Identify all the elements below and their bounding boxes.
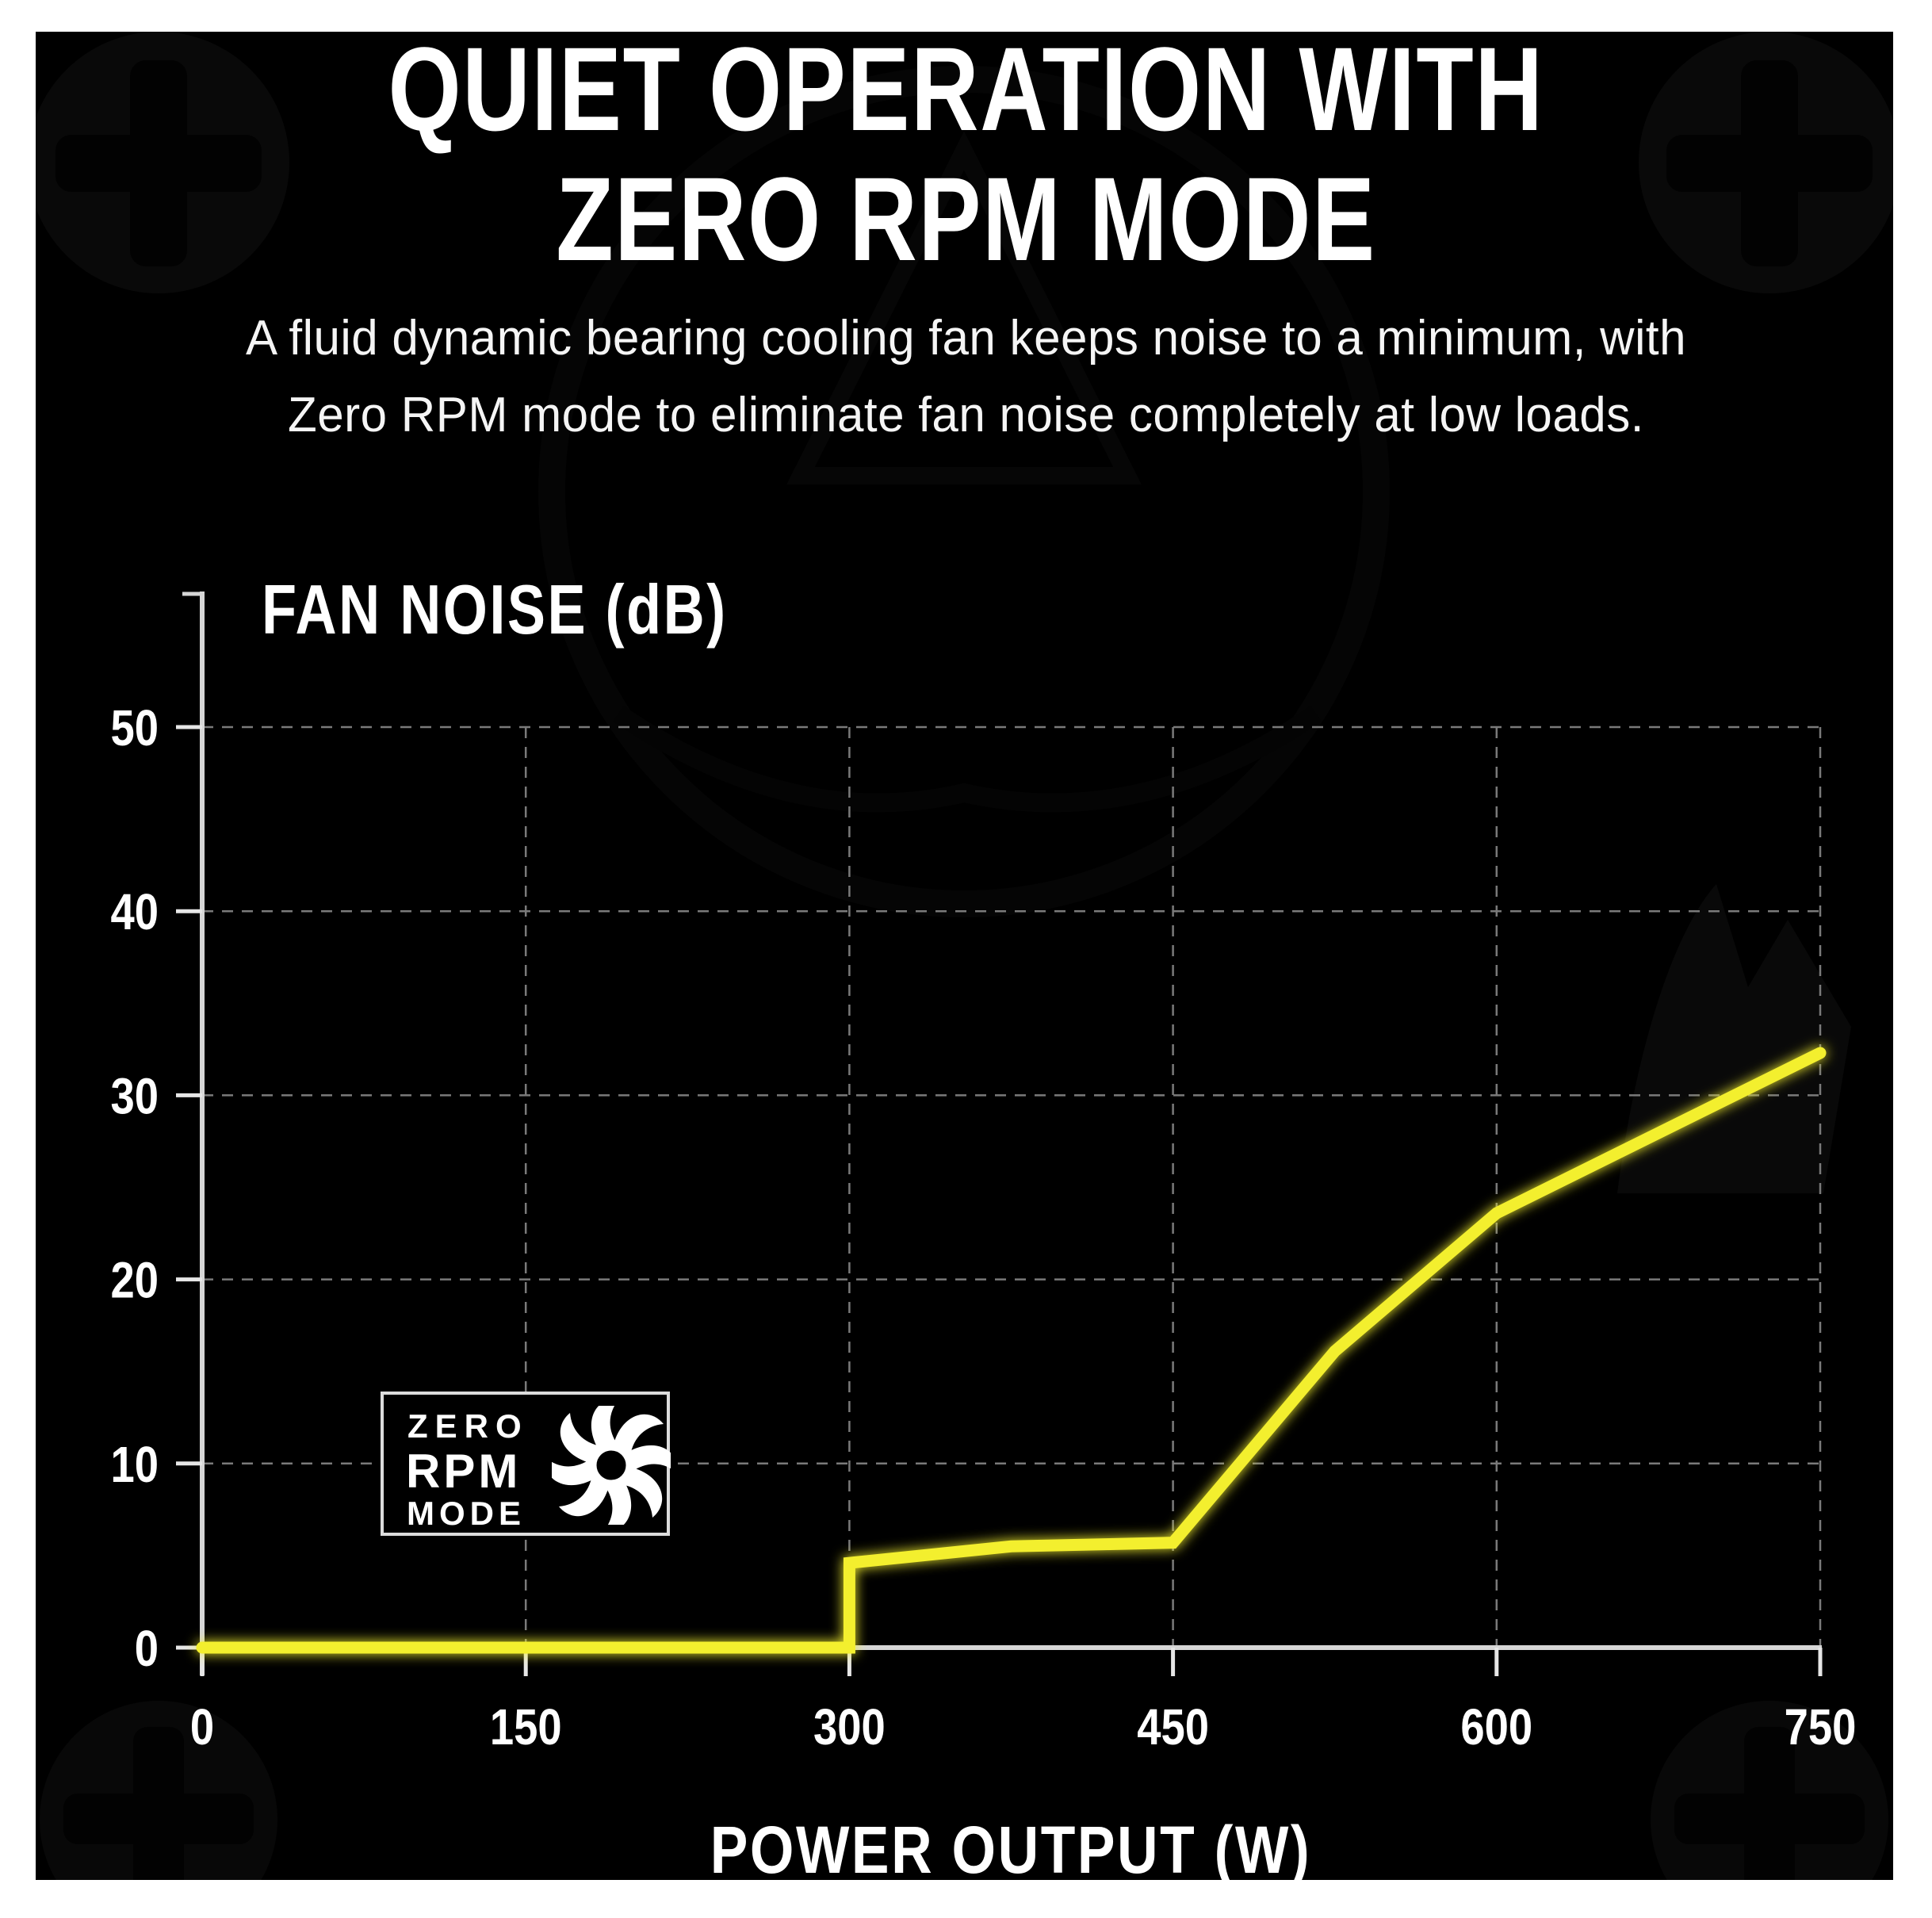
fan-blade	[621, 1468, 663, 1518]
x-tick-label: 600	[1460, 1698, 1532, 1755]
y-tick-label: 10	[111, 1436, 159, 1493]
y-tick-label: 30	[111, 1067, 159, 1124]
fan-blade	[560, 1413, 602, 1462]
svg-text:300: 300	[813, 1698, 886, 1755]
svg-text:0: 0	[190, 1698, 214, 1755]
fan-blade	[630, 1445, 671, 1473]
y-tick-label: 40	[111, 883, 159, 940]
x-axis-title: POWER OUTPUT (W)	[710, 1812, 1312, 1887]
y-axis-title: FAN NOISE (dB)	[262, 571, 728, 649]
svg-text:750: 750	[1785, 1698, 1857, 1755]
y-tick-label: 20	[111, 1251, 159, 1308]
svg-text:FAN NOISE (dB): FAN NOISE (dB)	[262, 571, 728, 649]
svg-text:0: 0	[135, 1620, 159, 1677]
svg-text:10: 10	[111, 1436, 159, 1493]
page-title: QUIET OPERATION WITH ZERO RPM MODE	[203, 24, 1729, 284]
x-tick-label: 150	[490, 1698, 562, 1755]
fan-outline-icon	[538, 66, 1390, 917]
page-subtitle: A fluid dynamic bearing cooling fan keep…	[29, 300, 1903, 454]
vertical-gridlines	[524, 727, 1822, 1648]
fan-icon	[552, 1406, 671, 1525]
title-line-1: QUIET OPERATION WITH	[388, 22, 1544, 155]
y-tick-label: 50	[111, 699, 159, 756]
screw-icon	[1639, 32, 1893, 293]
x-tick-label: 300	[813, 1698, 886, 1755]
horizontal-gridlines	[202, 725, 1820, 1465]
badge-label-rpm: RPM	[406, 1445, 522, 1498]
x-tick-label: 0	[190, 1698, 214, 1755]
svg-text:POWER OUTPUT (W): POWER OUTPUT (W)	[710, 1812, 1312, 1887]
fan-blade	[614, 1414, 664, 1456]
fan-blade	[591, 1406, 619, 1446]
screw-icon	[40, 1701, 277, 1880]
badge-label-mode: MODE	[407, 1495, 526, 1532]
svg-text:450: 450	[1137, 1698, 1209, 1755]
background-decor	[36, 32, 1893, 1880]
corsair-sails-icon	[1617, 884, 1851, 1193]
x-tick-label: 450	[1137, 1698, 1209, 1755]
svg-text:20: 20	[111, 1251, 159, 1308]
svg-text:40: 40	[111, 883, 159, 940]
y-axis-ticks: 0 10 20 30 40 50	[111, 699, 202, 1677]
screw-icon	[1651, 1701, 1888, 1880]
fan-noise-line	[196, 1047, 1827, 1654]
y-tick-label: 0	[135, 1620, 159, 1677]
fan-blade	[552, 1457, 592, 1486]
svg-text:30: 30	[111, 1067, 159, 1124]
zero-rpm-mode-badge: ZERO RPM MODE	[381, 1392, 671, 1536]
x-tick-label: 750	[1785, 1698, 1857, 1755]
subtitle-line-1: A fluid dynamic bearing cooling fan keep…	[245, 311, 1687, 366]
fan-blade	[603, 1484, 632, 1525]
title-line-2: ZERO RPM MODE	[556, 152, 1376, 285]
screw-icon	[36, 32, 289, 293]
x-axis-ticks: 0 150 300 450 600 750	[190, 1648, 1857, 1755]
subtitle-line-2: Zero RPM mode to eliminate fan noise com…	[288, 388, 1644, 442]
fan-blade	[559, 1475, 608, 1517]
black-panel	[36, 32, 1893, 1880]
badge-label-zero: ZERO	[407, 1407, 529, 1445]
svg-text:600: 600	[1460, 1698, 1532, 1755]
svg-text:50: 50	[111, 699, 159, 756]
svg-text:150: 150	[490, 1698, 562, 1755]
